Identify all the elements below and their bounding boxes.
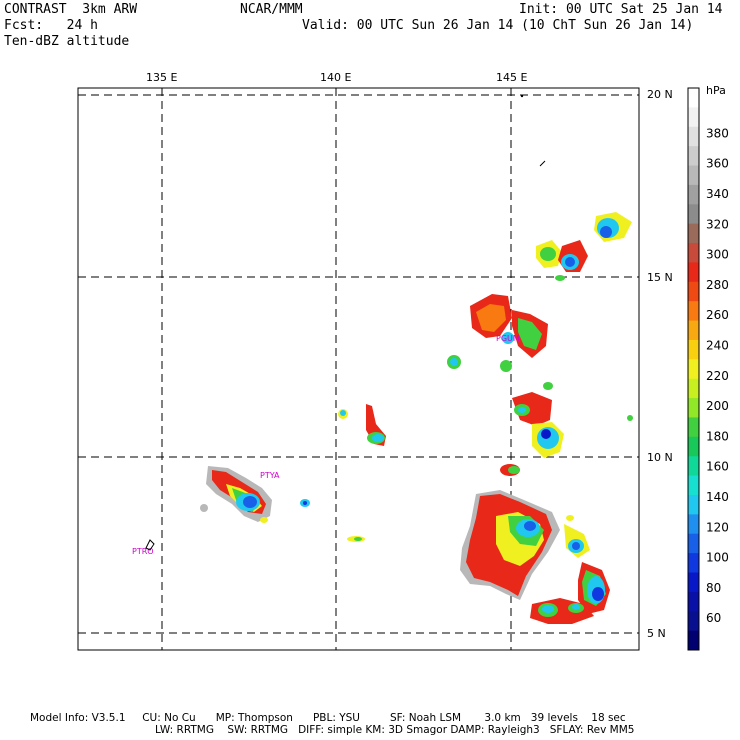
- colorbar-tick-label: 360: [706, 157, 729, 171]
- colorbar-tick-label: 200: [706, 399, 729, 413]
- colorbar-swatch: [688, 475, 699, 496]
- station-label-ptya: PTYA: [260, 471, 280, 480]
- colorbar-unit: hPa: [706, 84, 726, 97]
- colorbar-swatch: [688, 553, 699, 573]
- island-outline-north: [539, 160, 546, 167]
- colorbar-swatch: [688, 378, 699, 399]
- colorbar-swatch: [688, 591, 699, 612]
- echo-cluster-northeast: [536, 212, 632, 281]
- colorbar-tick-label: 220: [706, 369, 729, 383]
- colorbar-swatch: [688, 204, 699, 225]
- echo-cluster-south: [460, 464, 610, 624]
- map-frame: [77, 87, 640, 651]
- colorbar-swatch: [688, 339, 699, 360]
- lon-label-145: 145 E: [496, 71, 528, 84]
- colorbar-swatch: [688, 281, 699, 302]
- colorbar-swatch: [688, 165, 699, 186]
- colorbar-tick-label: 280: [706, 278, 729, 292]
- model-title: CONTRAST 3km ARW: [4, 2, 138, 17]
- colorbar-frame: [687, 87, 700, 651]
- colorbar-tick-label: 80: [706, 581, 721, 595]
- forecast-hour: Fcst: 24 h: [4, 18, 98, 33]
- colorbar-tick-label: 140: [706, 490, 729, 504]
- colorbar-swatch: [688, 262, 699, 283]
- colorbar-tick-label: 60: [706, 611, 721, 625]
- model-info-line2: LW: RRTMG SW: RRTMG DIFF: simple KM: 3D …: [155, 724, 635, 736]
- valid-time: Valid: 00 UTC Sun 26 Jan 14 (10 ChT Sun …: [302, 18, 694, 33]
- lon-label-140: 140 E: [320, 71, 352, 84]
- colorbar-swatch: [688, 630, 699, 651]
- colorbar-swatch: [688, 359, 699, 380]
- colorbar-tick-label: 180: [706, 429, 729, 443]
- colorbar-tick-label: 300: [706, 248, 729, 262]
- colorbar-swatch: [688, 494, 699, 515]
- echo-cluster-central: [338, 404, 386, 446]
- colorbar-swatch: [688, 533, 699, 554]
- colorbar-swatch: [688, 301, 699, 322]
- colorbar-tick-label: 320: [706, 217, 729, 231]
- lat-label-10: 10 N: [647, 451, 673, 464]
- init-time: Init: 00 UTC Sat 25 Jan 14: [519, 2, 723, 17]
- colorbar-swatch: [688, 320, 699, 341]
- colorbar-swatch: [688, 88, 699, 108]
- model-info-line1: Model Info: V3.5.1 CU: No Cu MP: Thompso…: [30, 712, 626, 724]
- colorbar-swatch: [688, 398, 699, 418]
- colorbar-swatch: [688, 184, 699, 205]
- lon-label-135: 135 E: [146, 71, 178, 84]
- echo-cluster-ptya: [200, 466, 365, 542]
- colorbar-swatch: [688, 436, 699, 457]
- lat-label-15: 15 N: [647, 271, 673, 284]
- echo-cluster-marianas: [447, 294, 633, 458]
- colorbar-swatch: [688, 456, 699, 477]
- colorbar-swatch: [688, 572, 699, 593]
- station-markers: PTYA PTRO PGUM: [132, 94, 546, 556]
- colorbar: 380 360 340 320 300 280 260 240 220 200 180 160 140 1…: [687, 87, 729, 651]
- station-label-ptro: PTRO: [132, 547, 154, 556]
- colorbar-swatch: [688, 126, 699, 147]
- colorbar-tick-label: 100: [706, 551, 729, 565]
- colorbar-tick-label: 260: [706, 308, 729, 322]
- colorbar-swatch: [688, 611, 699, 632]
- colorbar-swatch: [688, 514, 699, 535]
- colorbar-swatch: [688, 243, 699, 263]
- colorbar-tick-label: 380: [706, 126, 729, 140]
- lat-label-20: 20 N: [647, 88, 673, 101]
- colorbar-swatch: [688, 107, 699, 128]
- colorbar-swatch: [688, 146, 699, 167]
- echo-fields: [200, 212, 633, 624]
- station-label-pgum: PGUM: [496, 334, 520, 343]
- island-dot: [520, 94, 524, 98]
- colorbar-swatch: [688, 223, 699, 244]
- organization: NCAR/MMM: [240, 2, 303, 17]
- colorbar-tick-label: 340: [706, 187, 729, 201]
- colorbar-tick-label: 120: [706, 520, 729, 534]
- colorbar-swatch: [688, 417, 699, 438]
- field-name: Ten-dBZ altitude: [4, 34, 130, 49]
- lat-label-5: 5 N: [647, 627, 666, 640]
- colorbar-tick-label: 160: [706, 460, 729, 474]
- colorbar-tick-label: 240: [706, 339, 729, 353]
- island-outline-palau: [145, 539, 155, 551]
